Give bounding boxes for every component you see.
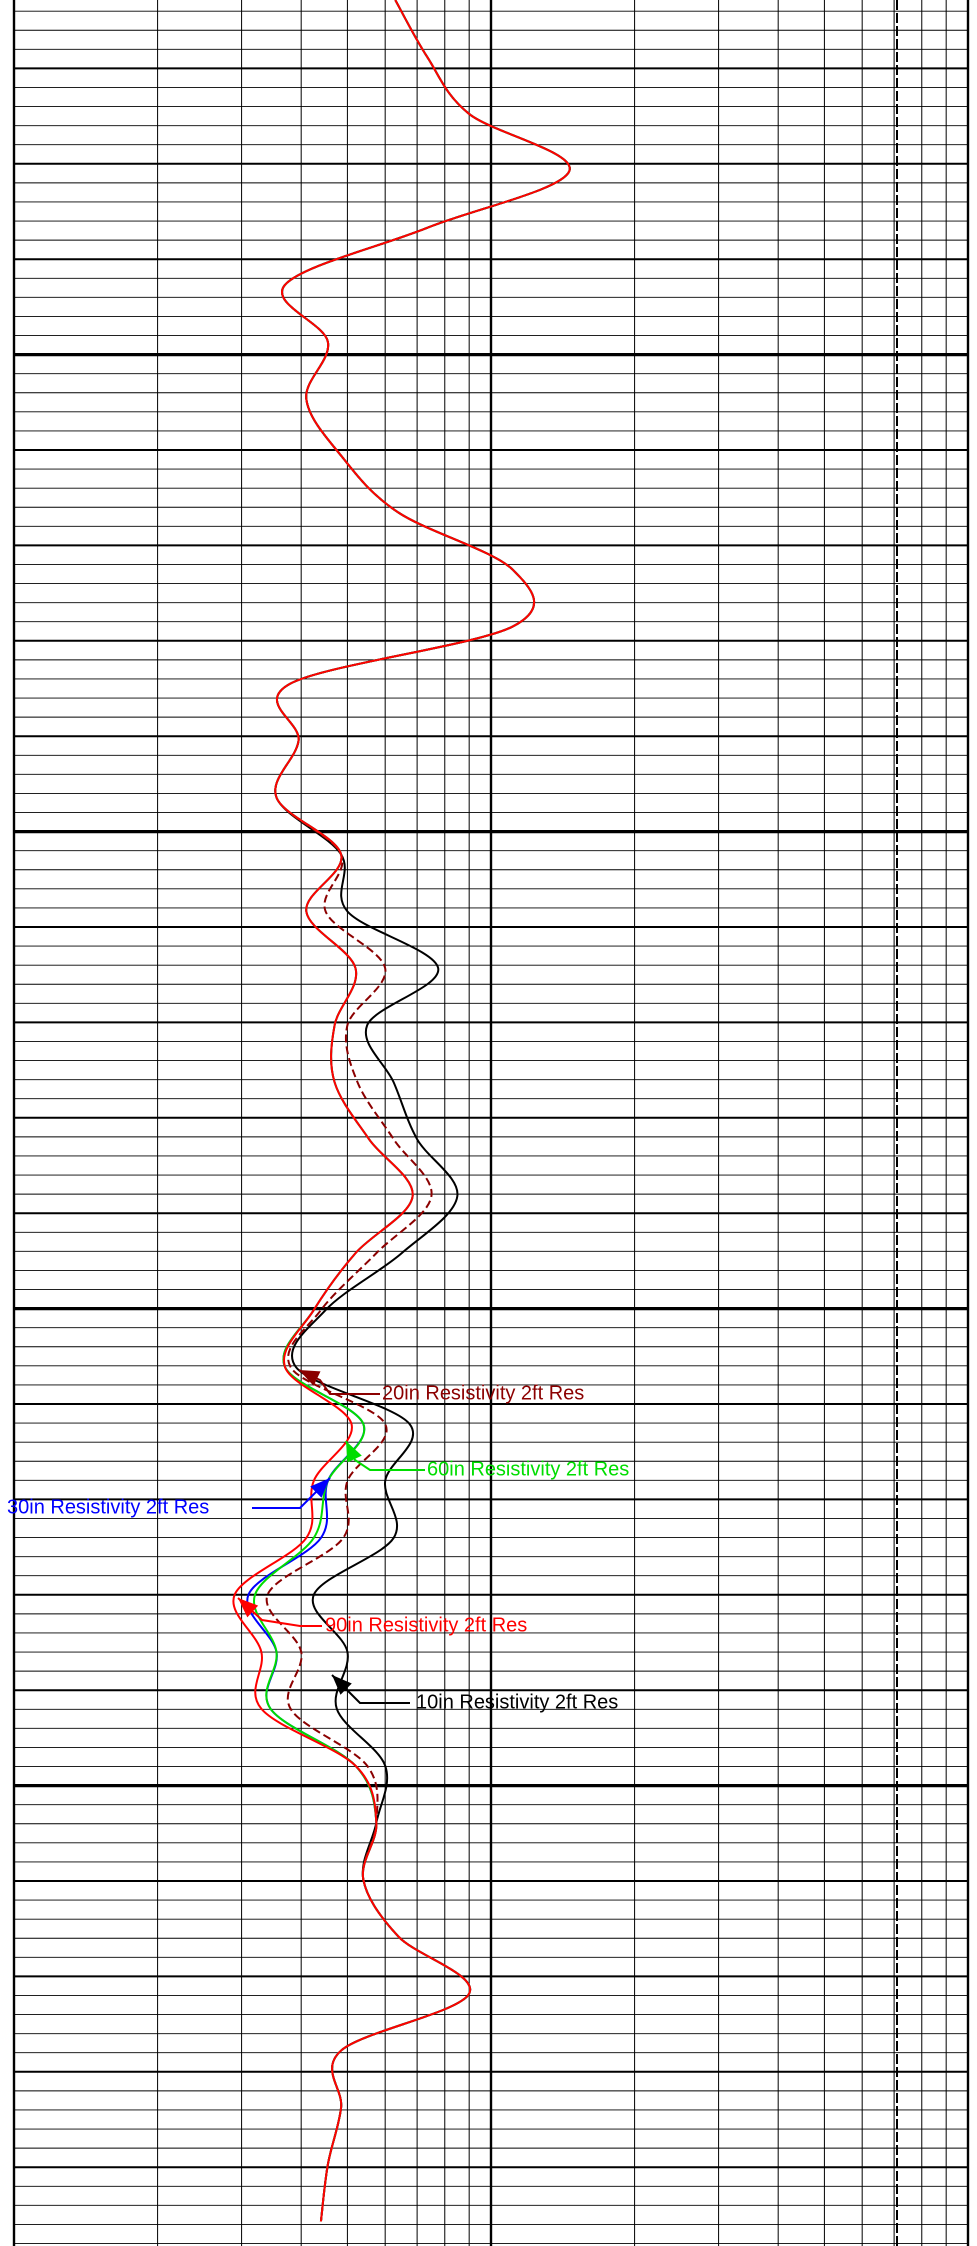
curve-label: 60in Resistivity 2ft Res: [427, 1458, 629, 1480]
label-arrowhead: [346, 1441, 362, 1463]
label-arrowhead: [299, 1370, 321, 1386]
curve-label: 10in Resistivity 2ft Res: [416, 1691, 618, 1713]
label-arrowhead: [310, 1478, 330, 1498]
resistivity-curve: [265, 0, 571, 2222]
resistivity-curve: [246, 0, 571, 2222]
curve-label: 30in Resistivity 2ft Res: [7, 1496, 209, 1518]
resistivity-curve: [232, 0, 571, 2222]
resistivity-curve: [274, 0, 571, 2222]
curve-label: 20in Resistivity 2ft Res: [382, 1382, 584, 1404]
curve-label: 90in Resistivity 2ft Res: [325, 1614, 527, 1636]
label-arrowhead: [238, 1598, 259, 1618]
label-arrowhead: [332, 1675, 352, 1695]
